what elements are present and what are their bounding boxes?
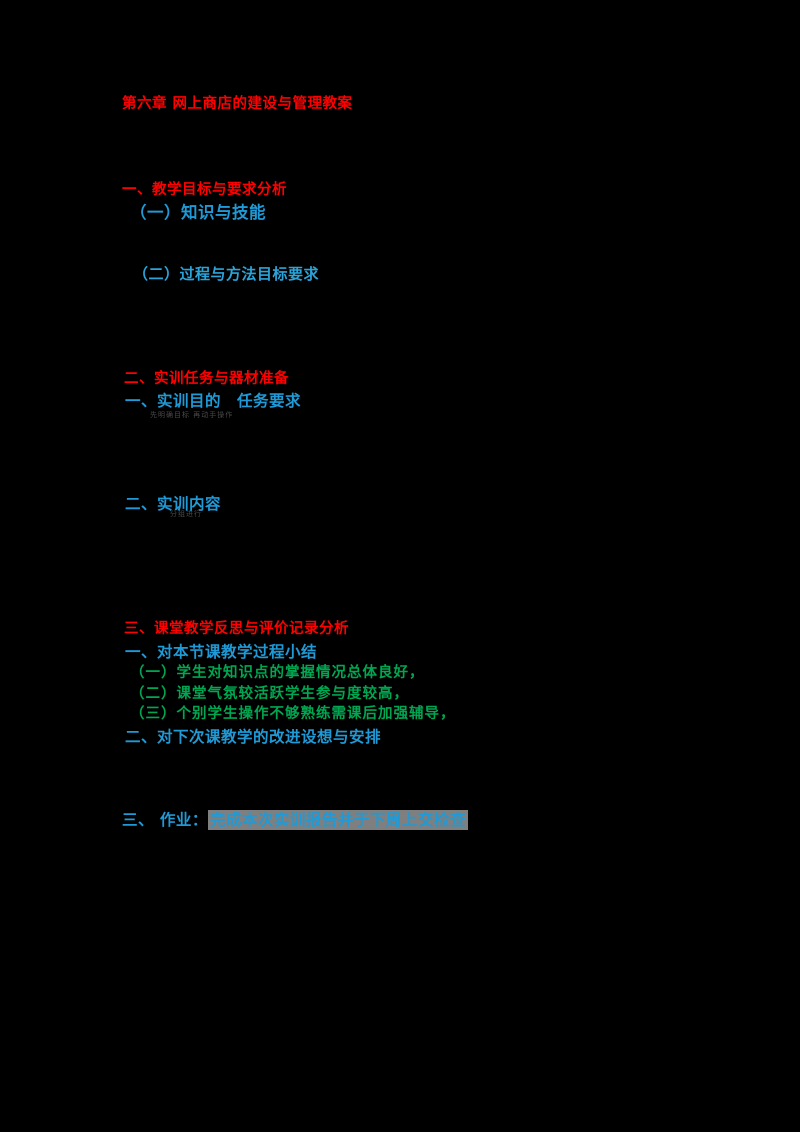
section1-heading: 一、教学目标与要求分析 — [122, 182, 287, 198]
section2-item2: 二、实训内容 — [125, 495, 222, 513]
document-title: 第六章 网上商店的建设与管理教案 — [122, 96, 353, 112]
footer-assignment-line: 三、 作业： 完成本次实训报告并于下周上交检查 — [122, 810, 468, 830]
section1-item2: （二）过程与方法目标要求 — [133, 265, 320, 283]
section2-heading: 二、实训任务与器材准备 — [124, 371, 289, 387]
section2-item2-annotation: 分组进行 — [170, 510, 202, 518]
footer-assignment-highlighted-text: 完成本次实训报告并于下周上交检查 — [207, 810, 468, 830]
section3-note2: （二）课堂气氛较活跃学生参与度较高， — [130, 686, 409, 702]
footer-assignment-prefix: 三、 作业： — [122, 811, 208, 829]
section3-item1: 一、对本节课教学过程小结 — [125, 643, 318, 661]
section3-note3: （三）个别学生操作不够熟练需课后加强辅导， — [130, 706, 456, 722]
section3-heading: 三、课堂教学反思与评价记录分析 — [124, 621, 349, 637]
section3-item2: 二、对下次课教学的改进设想与安排 — [125, 728, 382, 746]
section2-item1-annotation: 先明确目标 再动手操作 — [150, 411, 234, 419]
section2-item1: 一、实训目的 任务要求 — [125, 392, 302, 410]
section3-note1: （一）学生对知识点的掌握情况总体良好， — [130, 665, 425, 681]
section1-item1: （一）知识与技能 — [130, 203, 266, 222]
